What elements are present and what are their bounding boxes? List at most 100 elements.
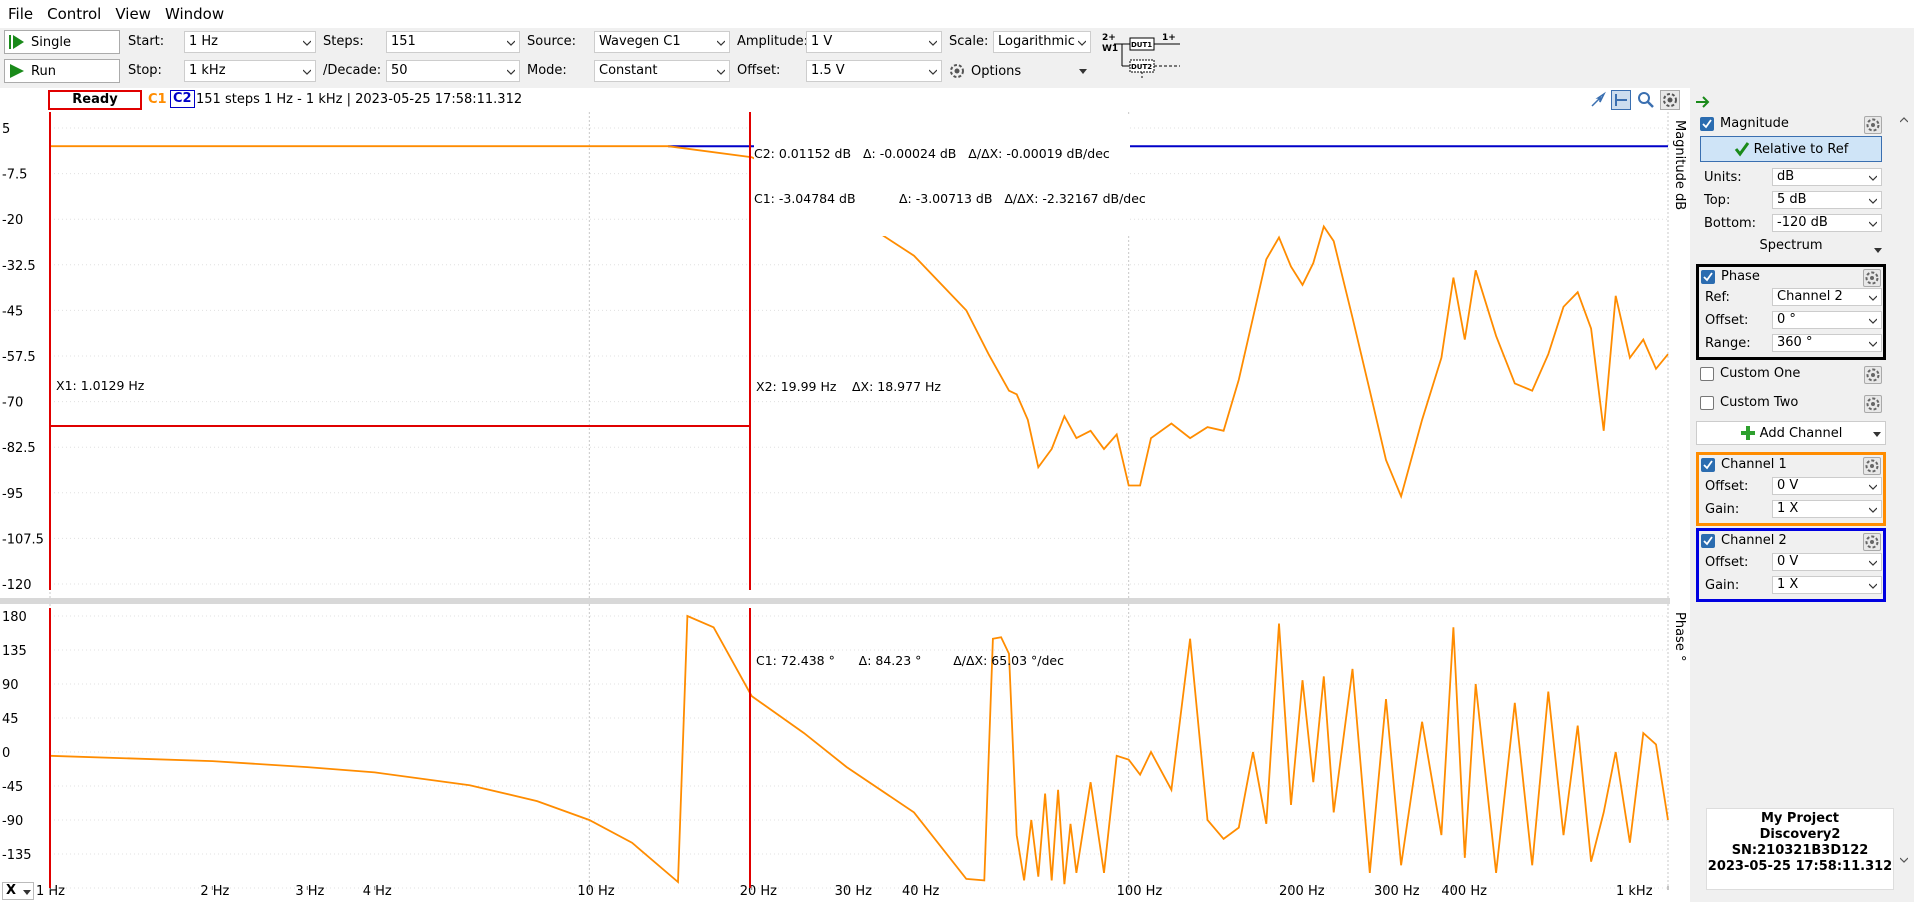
- pane-splitter[interactable]: [0, 598, 1670, 604]
- range-select[interactable]: 360 °: [1772, 334, 1882, 352]
- caret-down-icon: [23, 890, 31, 895]
- spectrum-button[interactable]: Spectrum: [1696, 238, 1886, 258]
- phase-settings-button[interactable]: [1863, 269, 1881, 287]
- single-button[interactable]: Single: [4, 30, 120, 54]
- magnitude-axis-title: Magnitude dB: [1672, 120, 1687, 210]
- check-icon: [1702, 118, 1712, 128]
- offset-select[interactable]: 1.5 V: [806, 60, 942, 82]
- plus-icon: [1740, 426, 1755, 440]
- menu-file[interactable]: File: [8, 5, 34, 23]
- status-bar: Ready C1 C2 151 steps 1 Hz - 1 kHz | 202…: [0, 88, 1690, 112]
- channel-panel: Magnitude Relative to Ref Units: dB Top:…: [1690, 88, 1914, 902]
- panel-scrollbar[interactable]: [1894, 88, 1914, 902]
- mode-label: Mode:: [527, 63, 567, 78]
- cursor-tool-button[interactable]: [1588, 90, 1608, 110]
- x-tick-label: 2 Hz: [200, 884, 229, 899]
- phase-tick-label: -45: [2, 780, 23, 795]
- stop-select[interactable]: 1 kHz: [184, 60, 316, 82]
- phase-header[interactable]: Phase: [1701, 269, 1760, 284]
- custom-two-settings-button[interactable]: [1864, 395, 1882, 413]
- start-select[interactable]: 1 Hz: [184, 31, 316, 53]
- phase-label: Phase: [1721, 269, 1760, 284]
- channel-1-label: Channel 1: [1721, 457, 1787, 472]
- custom-two-header[interactable]: Custom Two: [1700, 395, 1798, 410]
- magnitude-tick-label: -82.5: [2, 441, 36, 456]
- menu-control[interactable]: Control: [47, 5, 102, 23]
- amplitude-value: 1 V: [811, 34, 833, 49]
- run-button[interactable]: Run: [4, 59, 120, 83]
- phase-tick-label: 180: [2, 610, 27, 625]
- plot-settings-button[interactable]: [1660, 90, 1680, 110]
- x-tick-label: 4 Hz: [363, 884, 392, 899]
- scroll-up-icon[interactable]: [1900, 116, 1908, 124]
- chevron-down-icon: [1869, 560, 1877, 566]
- phase-readout: C1: 72.438 ° Δ: 84.23 ° Δ/ΔX: 65.03 °/de…: [756, 653, 1064, 668]
- channel-1-header[interactable]: Channel 1: [1701, 457, 1787, 472]
- magnifier-button[interactable]: [1636, 90, 1656, 110]
- channel-2-header[interactable]: Channel 2: [1701, 533, 1787, 548]
- magnitude-checkbox[interactable]: [1700, 116, 1714, 131]
- offset-label: Offset:: [737, 63, 781, 78]
- plot-area[interactable]: 5 -7.5 -20 -32.5 -45 -57.5 -70 -82.5 -95 -107.5 -1…: [0, 112, 1690, 902]
- units-select[interactable]: dB: [1772, 168, 1882, 186]
- c2-badge[interactable]: C2: [170, 90, 195, 108]
- channel-2-gain-select[interactable]: 1 X: [1772, 576, 1882, 594]
- channel-1-checkbox[interactable]: [1701, 457, 1715, 472]
- custom-one-settings-button[interactable]: [1864, 366, 1882, 384]
- range-value: 360 °: [1777, 335, 1813, 350]
- phase-offset-select[interactable]: 0 °: [1772, 311, 1882, 329]
- bottom-select[interactable]: -120 dB: [1772, 214, 1882, 232]
- scale-value: Logarithmic: [998, 34, 1075, 49]
- add-channel-button[interactable]: Add Channel: [1696, 421, 1886, 445]
- relative-to-ref-button[interactable]: Relative to Ref: [1700, 136, 1882, 162]
- channel-1-settings-button[interactable]: [1863, 457, 1881, 475]
- steps-label: Steps:: [323, 34, 364, 49]
- magnitude-tick-label: -32.5: [2, 259, 36, 274]
- magnitude-tick-label: 5: [2, 122, 10, 137]
- mode-select[interactable]: Constant: [594, 60, 730, 82]
- menu-view[interactable]: View: [115, 5, 151, 23]
- phase-checkbox[interactable]: [1701, 269, 1715, 284]
- channel-1-offset-select[interactable]: 0 V: [1772, 477, 1882, 495]
- top-select[interactable]: 5 dB: [1772, 191, 1882, 209]
- magnitude-settings-button[interactable]: [1864, 116, 1882, 134]
- custom-one-row: Custom One: [1696, 364, 1886, 386]
- custom-two-checkbox[interactable]: [1700, 395, 1714, 410]
- channel-1-offset-label: Offset:: [1705, 479, 1749, 494]
- c1-readout-a: C1: -3.04784 dB: [754, 191, 856, 206]
- channel-1-gain-select[interactable]: 1 X: [1772, 500, 1882, 518]
- decade-select[interactable]: 50: [386, 60, 520, 82]
- arrow-right-icon[interactable]: [1696, 96, 1710, 108]
- x-tick-label: 100 Hz: [1117, 884, 1163, 899]
- ref-select[interactable]: Channel 2: [1772, 288, 1882, 306]
- magnitude-header[interactable]: Magnitude: [1700, 116, 1789, 131]
- steps-select[interactable]: 151: [386, 31, 520, 53]
- run-play-icon: [10, 64, 24, 78]
- scroll-down-icon[interactable]: [1900, 856, 1908, 864]
- channel-2-checkbox[interactable]: [1701, 533, 1715, 548]
- amplitude-select[interactable]: 1 V: [806, 31, 942, 53]
- start-label: Start:: [128, 34, 165, 49]
- check-mark-icon: [1734, 142, 1749, 157]
- zoom-x-button[interactable]: [1611, 90, 1631, 110]
- phase-tick-label: 45: [2, 712, 19, 727]
- chevron-down-icon: [717, 69, 725, 75]
- chevron-down-icon: [929, 69, 937, 75]
- channel-2-settings-button[interactable]: [1863, 533, 1881, 551]
- gear-icon: [1865, 535, 1879, 549]
- top-label: Top:: [1704, 193, 1731, 208]
- options-button[interactable]: Options: [949, 60, 1091, 82]
- mode-value: Constant: [599, 63, 658, 78]
- custom-one-checkbox[interactable]: [1700, 366, 1714, 381]
- custom-one-header[interactable]: Custom One: [1700, 366, 1800, 381]
- menu-window[interactable]: Window: [164, 5, 225, 23]
- c1-badge[interactable]: C1: [148, 92, 167, 107]
- channel-2-offset-select[interactable]: 0 V: [1772, 553, 1882, 571]
- channel-2-label: Channel 2: [1721, 533, 1787, 548]
- source-select[interactable]: Wavegen C1: [594, 31, 730, 53]
- phase-tick-label: 90: [2, 678, 19, 693]
- scale-select[interactable]: Logarithmic: [993, 31, 1091, 53]
- channel-2-gain-value: 1 X: [1777, 577, 1799, 592]
- x-axis-select[interactable]: X: [2, 882, 34, 900]
- magnitude-readout: C2: 0.01152 dB Δ: -0.00024 dB Δ/ΔX: -0.0…: [754, 116, 1146, 236]
